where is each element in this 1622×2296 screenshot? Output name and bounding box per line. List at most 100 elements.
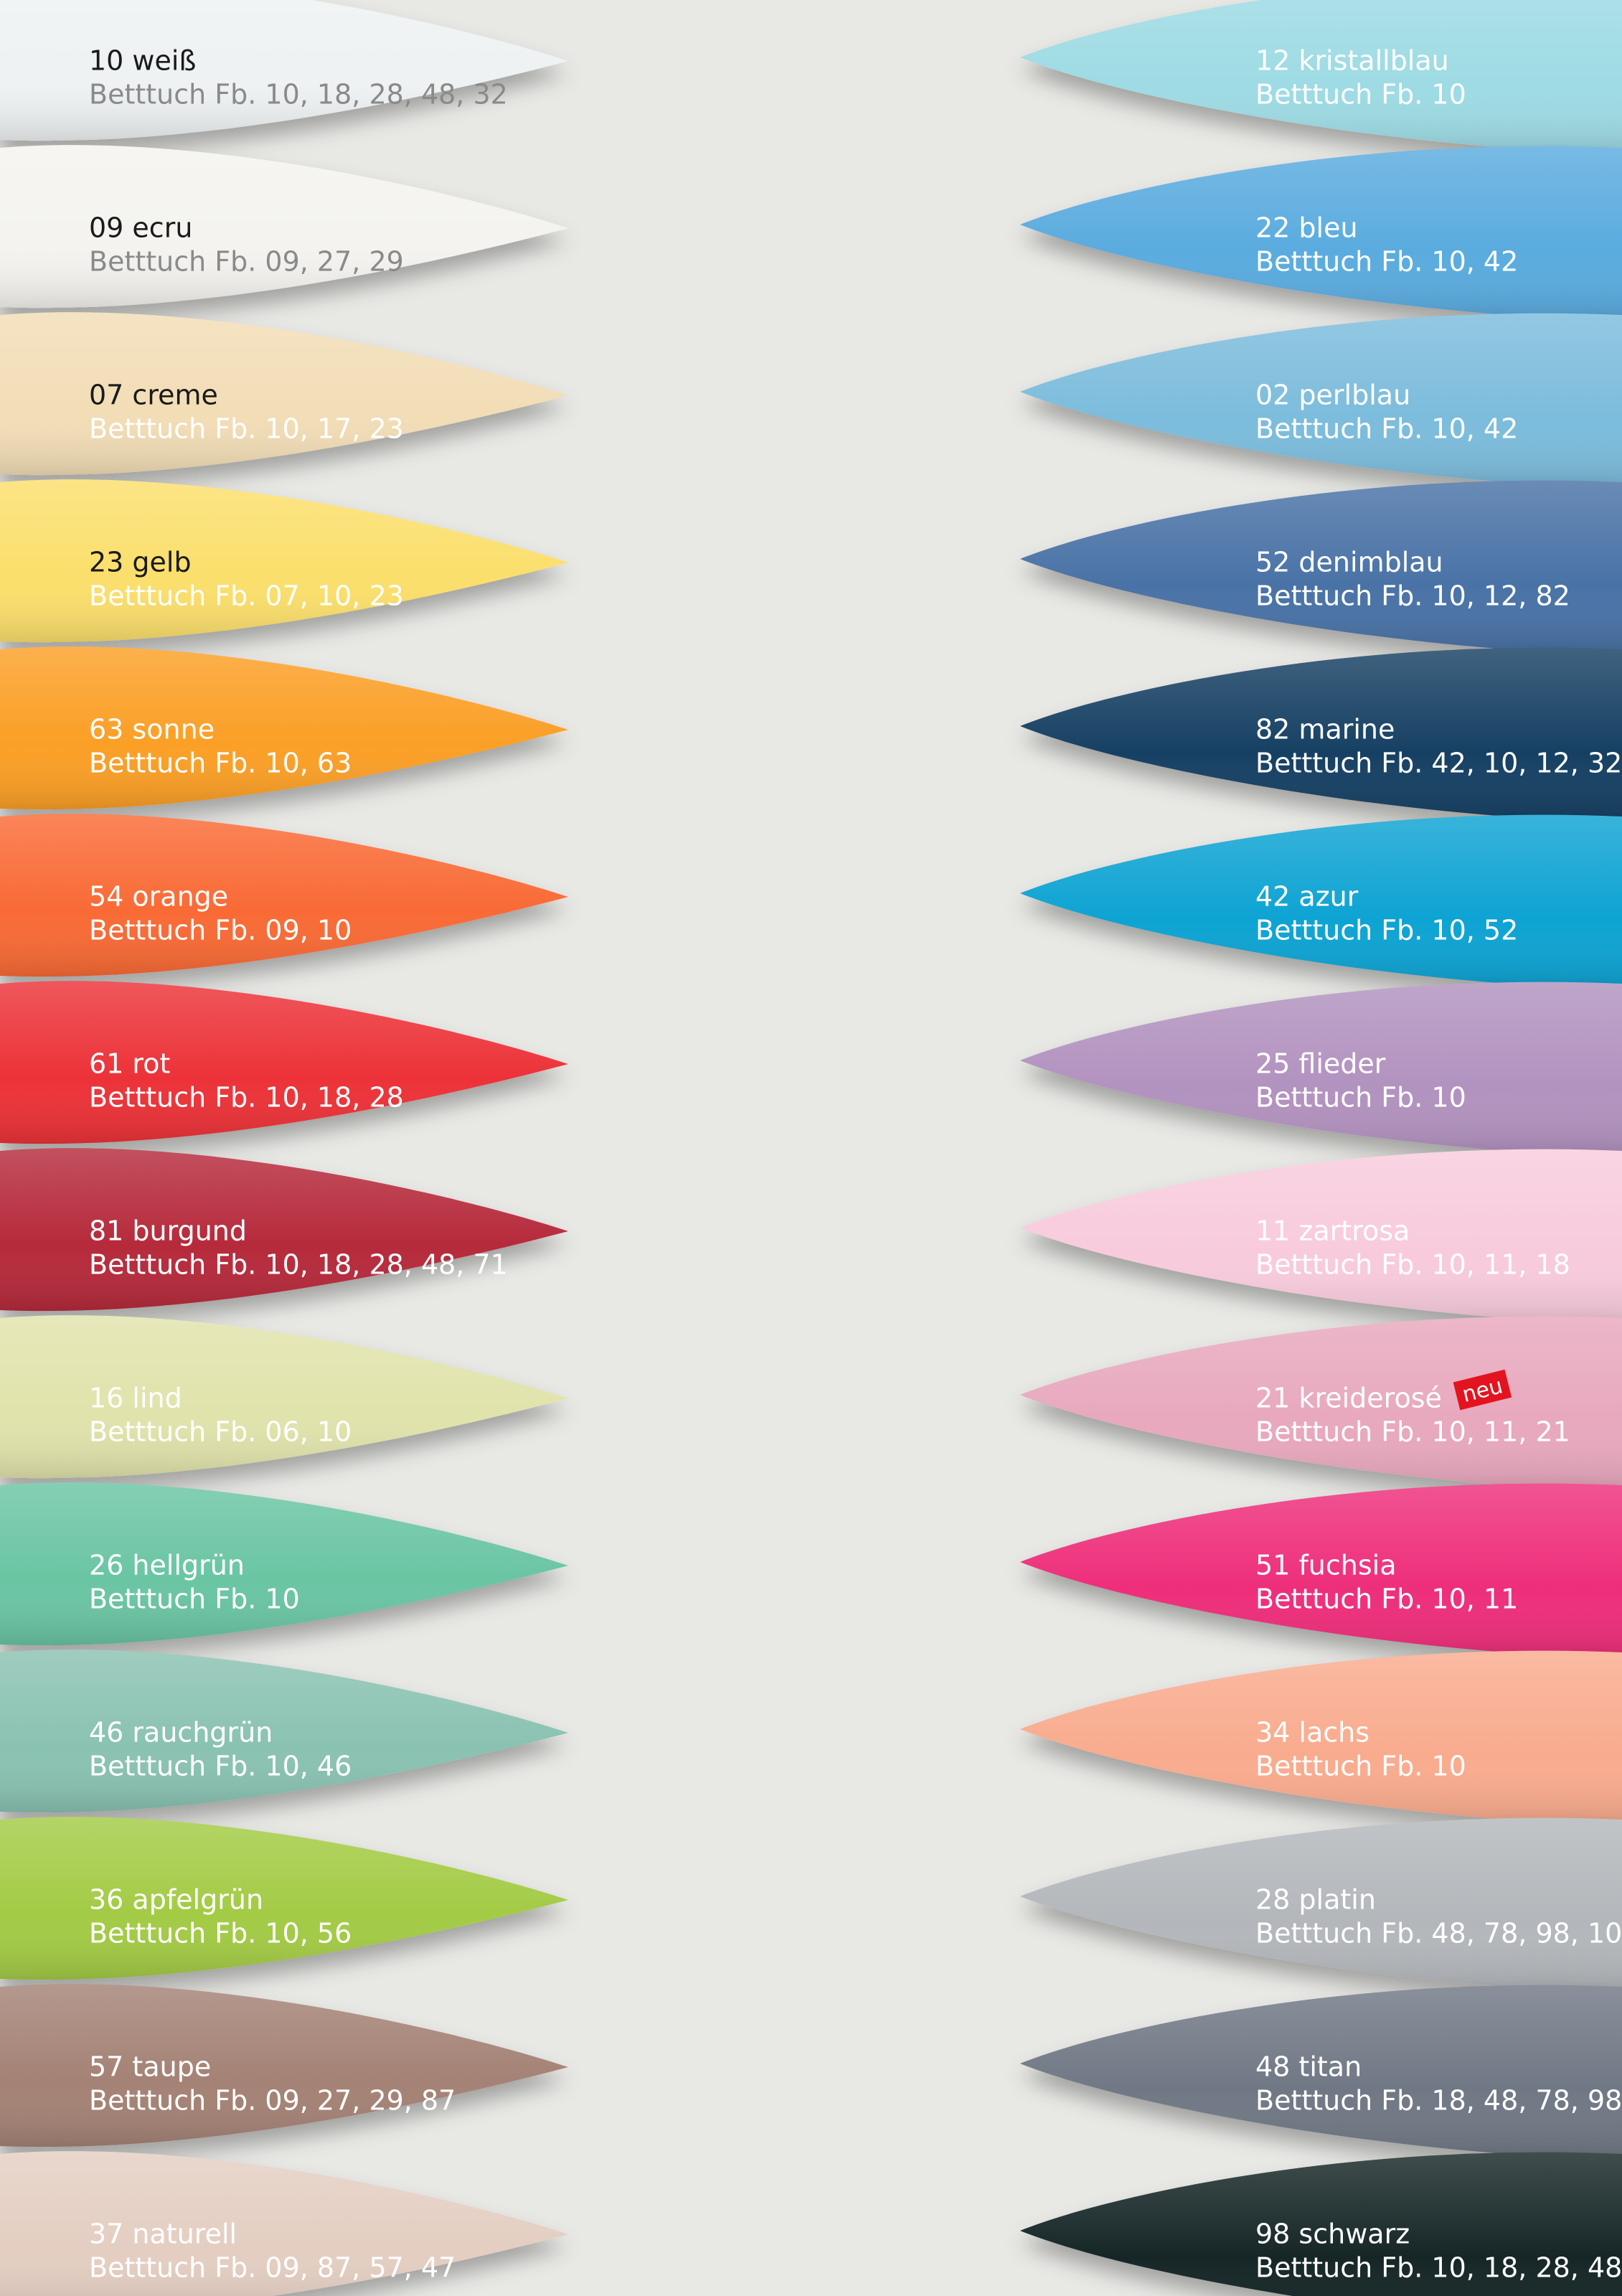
sheet-info: Betttuch Fb. 10, 46 bbox=[89, 1751, 352, 1782]
sheet-info: Betttuch Fb. 10, 18, 28, 48, 78 bbox=[1255, 2252, 1622, 2284]
color-name: 23 gelb bbox=[89, 547, 192, 578]
sheet-info: Betttuch Fb. 10, 18, 28, 48, 32 bbox=[89, 79, 508, 110]
sheet-info: Betttuch Fb. 42, 10, 12, 32 bbox=[1255, 748, 1622, 779]
sheet-info: Betttuch Fb. 10, 11 bbox=[1255, 1584, 1518, 1615]
color-name: 28 platin bbox=[1255, 1884, 1376, 1916]
pillow-shine bbox=[1020, 146, 1622, 321]
color-name: 02 perlblau bbox=[1255, 380, 1410, 411]
sheet-info: Betttuch Fb. 09, 27, 29, 87 bbox=[89, 2085, 456, 2117]
pillow-shine bbox=[0, 2151, 568, 2296]
sheet-info: Betttuch Fb. 10, 18, 28, 48, 71 bbox=[89, 1249, 508, 1281]
sheet-info: Betttuch Fb. 10, 42 bbox=[1255, 413, 1518, 445]
color-name: 10 weiß bbox=[89, 45, 196, 77]
color-name: 51 fuchsia bbox=[1255, 1550, 1397, 1581]
sheet-info: Betttuch Fb. 10 bbox=[1255, 79, 1466, 110]
pillow-shine bbox=[1020, 0, 1622, 154]
sheet-info: Betttuch Fb. 06, 10 bbox=[89, 1416, 352, 1448]
pillow-shine bbox=[0, 814, 568, 977]
sheet-info: Betttuch Fb. 10, 63 bbox=[89, 748, 352, 779]
sheet-info: Betttuch Fb. 10 bbox=[1255, 1751, 1466, 1782]
color-name: 37 naturell bbox=[89, 2219, 237, 2250]
sheet-info: Betttuch Fb. 10 bbox=[1255, 1082, 1466, 1114]
pillow-shine bbox=[0, 1817, 568, 1980]
pillow-shine bbox=[1020, 647, 1622, 823]
sheet-info: Betttuch Fb. 18, 48, 78, 98, 10 bbox=[1255, 2085, 1622, 2117]
pillow-shine bbox=[0, 1482, 568, 1646]
pillow-shine bbox=[1020, 1650, 1622, 1826]
color-name: 61 rot bbox=[89, 1048, 170, 1080]
sheet-info: Betttuch Fb. 07, 10, 23 bbox=[89, 580, 404, 612]
pillow-shine bbox=[1020, 1483, 1622, 1659]
sheet-info: Betttuch Fb. 48, 78, 98, 10 bbox=[1255, 1918, 1622, 1949]
color-name: 12 kristallblau bbox=[1255, 45, 1449, 77]
sheet-info: Betttuch Fb. 09, 27, 29 bbox=[89, 246, 404, 278]
pillow-shine bbox=[1020, 982, 1622, 1157]
badge-box bbox=[1453, 1369, 1512, 1411]
color-name: 07 creme bbox=[89, 380, 218, 411]
pillow-shine bbox=[0, 646, 568, 810]
pillow-shine bbox=[1020, 1817, 1622, 1993]
color-name: 09 ecru bbox=[89, 212, 192, 244]
pillow-shine bbox=[1020, 814, 1622, 990]
sheet-info: Betttuch Fb. 10, 52 bbox=[1255, 915, 1518, 946]
color-name: 57 taupe bbox=[89, 2051, 211, 2083]
sheet-info: Betttuch Fb. 10, 12, 82 bbox=[1255, 580, 1570, 612]
pillow-shine bbox=[1020, 2152, 1622, 2296]
pillow-shine bbox=[0, 1315, 568, 1479]
pillow-shine bbox=[0, 1984, 568, 2147]
sheet-info: Betttuch Fb. 09, 10 bbox=[89, 915, 352, 946]
color-name: 46 rauchgrün bbox=[89, 1717, 273, 1749]
pillow-shine bbox=[1020, 480, 1622, 656]
color-name: 98 schwarz bbox=[1255, 2219, 1410, 2250]
sheet-info: Betttuch Fb. 10, 18, 28 bbox=[89, 1082, 404, 1114]
sheet-info: Betttuch Fb. 10, 11, 18 bbox=[1255, 1249, 1570, 1281]
color-name: 82 marine bbox=[1255, 714, 1395, 745]
color-name: 22 bleu bbox=[1255, 212, 1358, 244]
color-name: 34 lachs bbox=[1255, 1717, 1369, 1749]
sheet-info: Betttuch Fb. 10 bbox=[89, 1584, 300, 1615]
pillow-shine bbox=[0, 0, 568, 141]
pillow-shine bbox=[1020, 1316, 1622, 1492]
color-name: 42 azur bbox=[1255, 881, 1359, 913]
pillow-shine bbox=[0, 312, 568, 476]
sheet-info: Betttuch Fb. 10, 11, 21 bbox=[1255, 1416, 1570, 1448]
color-name: 81 burgund bbox=[89, 1215, 247, 1247]
color-name: 52 denimblau bbox=[1255, 547, 1443, 578]
pillow-shine bbox=[1020, 1149, 1622, 1325]
sheet-info: Betttuch Fb. 10, 42 bbox=[1255, 246, 1518, 278]
pillow-shine bbox=[0, 479, 568, 643]
pillow-shine bbox=[1020, 313, 1622, 489]
color-name: 21 kreiderosé bbox=[1255, 1383, 1442, 1414]
pillow-shine bbox=[1020, 1985, 1622, 2160]
pillow-shine bbox=[0, 981, 568, 1144]
pillow-shine bbox=[0, 145, 568, 309]
color-name: 11 zartrosa bbox=[1255, 1215, 1410, 1247]
color-name: 25 flieder bbox=[1255, 1048, 1386, 1080]
